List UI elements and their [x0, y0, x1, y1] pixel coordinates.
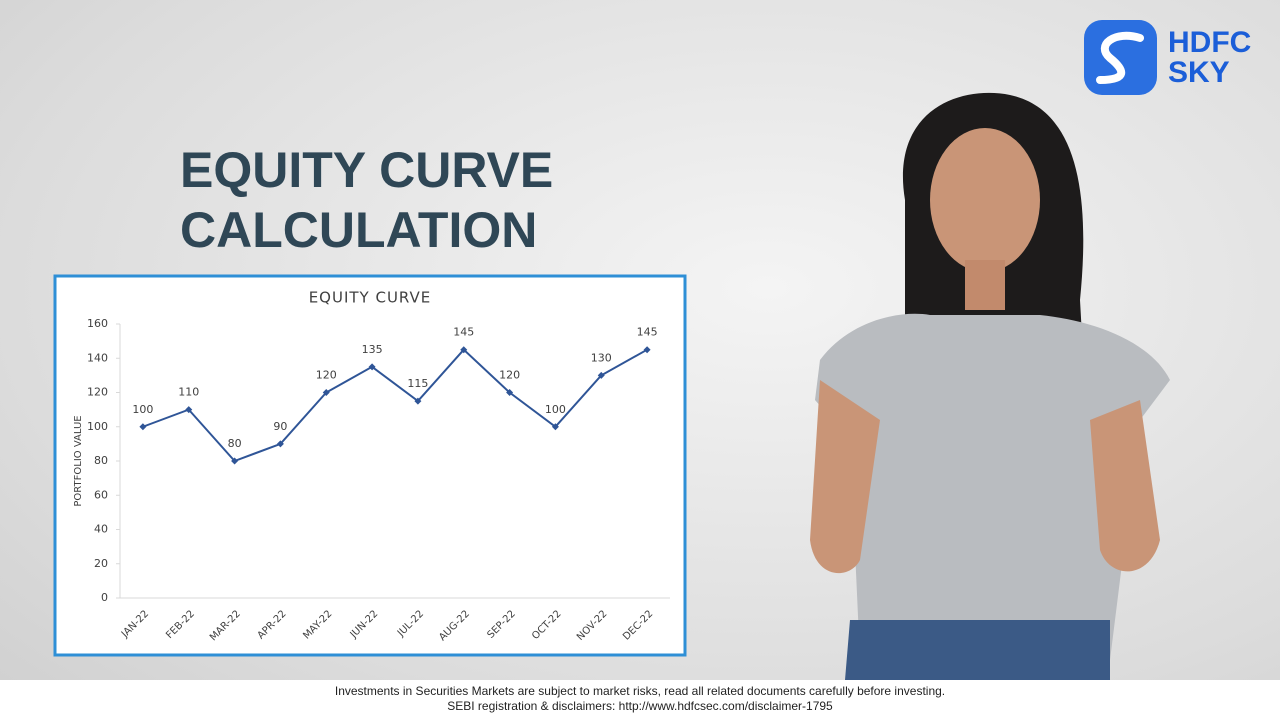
line [142, 348, 648, 463]
y-tick-label: 100 [87, 420, 108, 433]
chart-title: EQUITY CURVE [309, 289, 432, 307]
heading: EQUITY CURVE [180, 142, 553, 198]
data-label: 115 [407, 377, 428, 390]
y-tick-label: 40 [94, 523, 108, 536]
data-label: 120 [316, 369, 337, 382]
logo-icon [1084, 20, 1157, 95]
marker [414, 397, 422, 405]
marker [506, 389, 514, 396]
data-label: 100 [545, 403, 566, 416]
disclaimer: Investments in Securities Markets are su… [335, 684, 945, 698]
footer-bar [0, 680, 1280, 720]
marker [231, 457, 239, 465]
data-label: 90 [273, 420, 287, 433]
presenter [810, 92, 1170, 680]
marker [185, 406, 193, 414]
data-label: 145 [453, 326, 474, 339]
y-tick-label: 0 [101, 591, 108, 604]
chart-frame [53, 274, 687, 657]
y-tick-label: 20 [94, 557, 108, 570]
data-label: 110 [178, 386, 199, 399]
marker [368, 363, 376, 371]
marker [139, 423, 147, 431]
marker [597, 371, 605, 379]
y-tick-label: 120 [87, 386, 108, 399]
data-label: 145 [637, 326, 658, 339]
disclaimer: SEBI registration & disclaimers: http://… [447, 699, 833, 713]
data-label: 135 [362, 343, 383, 356]
marker [551, 423, 559, 431]
logo-mark [1096, 31, 1144, 84]
y-tick-label: 140 [87, 351, 108, 364]
logo-text: SKY [1168, 56, 1230, 89]
logo-text: HDFC [1168, 26, 1251, 59]
y-tick-label: 80 [94, 454, 108, 467]
data-label: 80 [228, 437, 242, 450]
y-tick-label: 160 [87, 317, 108, 330]
marker [460, 346, 468, 354]
marker [643, 346, 651, 354]
data-label: 100 [132, 403, 153, 416]
y-axis-title: PORTFOLIO VALUE [73, 415, 84, 506]
data-label: 130 [591, 351, 612, 364]
marker [276, 440, 284, 448]
data-label: 120 [499, 369, 520, 382]
heading: CALCULATION [180, 202, 537, 258]
marker [322, 389, 330, 396]
y-tick-label: 60 [94, 488, 108, 501]
